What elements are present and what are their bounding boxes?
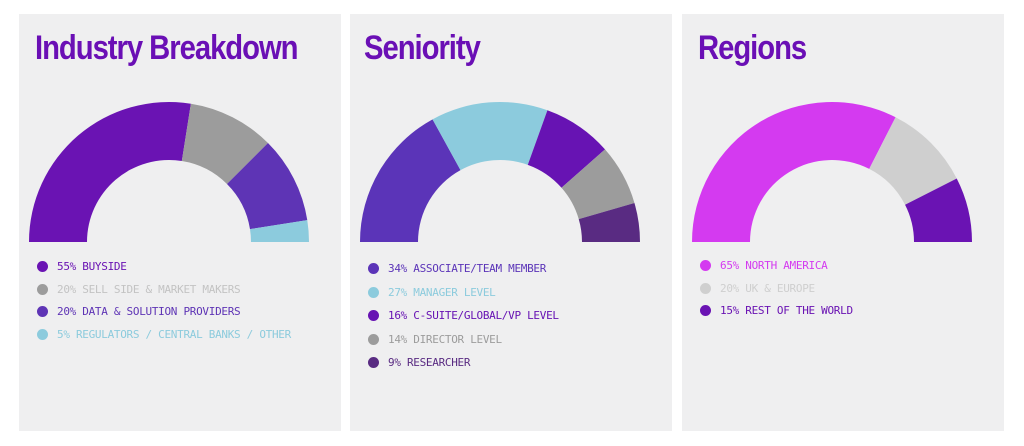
legend-label: 34% ASSOCIATE/TEAM MEMBER xyxy=(388,262,547,275)
legend-label: 15% REST OF THE WORLD xyxy=(720,304,853,317)
legend-item: 5% REGULATORS / CENTRAL BANKS / OTHER xyxy=(37,323,291,346)
legend-item: 27% MANAGER LEVEL xyxy=(368,281,559,305)
donut-segment xyxy=(360,119,461,242)
industry-breakdown-panel: Industry Breakdown 55% BUYSIDE 20% SELL S… xyxy=(19,14,341,431)
legend-label: 27% MANAGER LEVEL xyxy=(388,285,496,299)
chart-legend: 55% BUYSIDE 20% SELL SIDE & MARKET MAKERS… xyxy=(37,255,291,345)
donut-segment xyxy=(527,110,606,188)
donut-segment xyxy=(181,103,268,185)
donut-segment xyxy=(561,149,635,220)
legend-dot xyxy=(368,357,379,368)
legend-label: 55% BUYSIDE xyxy=(57,260,127,273)
donut-segment xyxy=(29,102,191,242)
legend-label: 5% REGULATORS / CENTRAL BANKS / OTHER xyxy=(57,327,291,341)
donut-segment xyxy=(869,117,957,205)
regions-panel: Regions 65% NORTH AMERICA 20% UK & EUROPE… xyxy=(682,14,1004,431)
legend-label: 65% NORTH AMERICA xyxy=(720,259,828,272)
legend-dot xyxy=(700,260,711,271)
legend-dot xyxy=(37,261,48,272)
legend-label: 14% DIRECTOR LEVEL xyxy=(388,332,502,346)
half-donut-chart xyxy=(360,102,640,242)
chart-title: Regions xyxy=(698,29,807,67)
legend-dot xyxy=(700,305,711,316)
legend-dot xyxy=(368,263,379,274)
legend-dot xyxy=(37,283,48,295)
legend-label: 16% C-SUITE/GLOBAL/VP LEVEL xyxy=(388,309,559,322)
legend-item: 55% BUYSIDE xyxy=(37,255,291,278)
donut-segment xyxy=(226,143,308,230)
legend-item: 20% UK & EUROPE xyxy=(700,277,853,300)
half-donut-chart xyxy=(692,101,972,243)
donut-segment xyxy=(578,202,640,242)
donut-segment xyxy=(692,101,896,243)
legend-item: 9% RESEARCHER xyxy=(368,351,559,375)
legend-item: 65% NORTH AMERICA xyxy=(700,254,853,277)
legend-label: 20% SELL SIDE & MARKET MAKERS xyxy=(57,282,241,296)
chart-title: Seniority xyxy=(364,29,481,67)
chart-legend: 34% ASSOCIATE/TEAM MEMBER 27% MANAGER LEV… xyxy=(368,257,559,375)
legend-dot xyxy=(37,306,48,317)
legend-item: 20% SELL SIDE & MARKET MAKERS xyxy=(37,278,291,301)
legend-dot xyxy=(368,333,379,345)
legend-item: 16% C-SUITE/GLOBAL/VP LEVEL xyxy=(368,304,559,328)
donut-segment xyxy=(432,102,548,171)
chart-title: Industry Breakdown xyxy=(35,29,299,67)
donut-segment xyxy=(905,178,972,242)
chart-legend: 65% NORTH AMERICA 20% UK & EUROPE 15% REST… xyxy=(700,254,853,322)
legend-label: 9% RESEARCHER xyxy=(388,356,471,369)
legend-item: 20% DATA & SOLUTION PROVIDERS xyxy=(37,300,291,323)
donut-segment xyxy=(249,220,309,242)
legend-dot xyxy=(368,310,379,321)
legend-item: 34% ASSOCIATE/TEAM MEMBER xyxy=(368,257,559,281)
legend-item: 15% REST OF THE WORLD xyxy=(700,299,853,322)
half-donut-chart xyxy=(29,102,309,242)
legend-label: 20% UK & EUROPE xyxy=(720,281,815,295)
legend-dot xyxy=(368,286,379,298)
legend-item: 14% DIRECTOR LEVEL xyxy=(368,328,559,352)
legend-dot xyxy=(700,282,711,294)
legend-dot xyxy=(37,328,48,340)
legend-label: 20% DATA & SOLUTION PROVIDERS xyxy=(57,305,241,318)
seniority-panel: Seniority 34% ASSOCIATE/TEAM MEMBER 27% M… xyxy=(350,14,672,431)
